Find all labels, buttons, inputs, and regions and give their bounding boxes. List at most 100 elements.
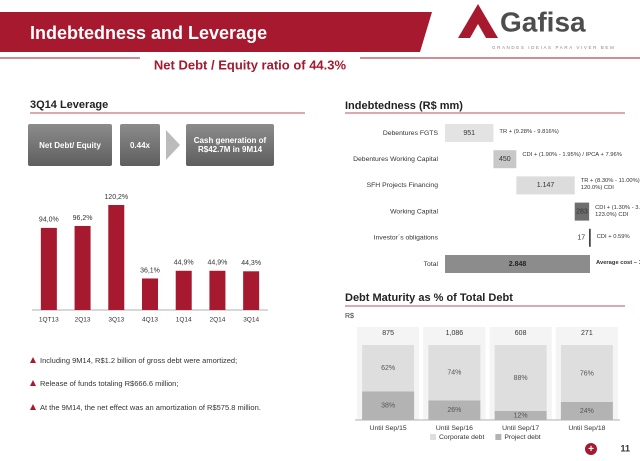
bar-segment	[362, 391, 415, 420]
annotation: CDI + 0.59%	[596, 233, 630, 240]
chart-title: Indebtedness (R$ mm)	[345, 100, 463, 112]
value-label: 26%	[447, 407, 461, 414]
row-label: Debentures FGTS	[383, 130, 439, 137]
legend-swatch	[495, 434, 502, 440]
value-label: 94,0%	[39, 217, 59, 224]
legend-label: Project debt	[504, 434, 540, 441]
bar	[108, 205, 125, 310]
bullet: Release of funds totaling R$666.6 millio…	[40, 379, 179, 388]
value-label: 38%	[381, 403, 395, 410]
bar-segment	[494, 345, 547, 411]
bar-segment	[560, 402, 613, 420]
title-band-edge	[420, 12, 432, 52]
annotation: Average cost – 11.4%	[596, 260, 640, 266]
annotation: CDI + (1.90% - 1.95%) / IPCA + 7.96%	[522, 152, 622, 159]
bullet: Including 9M14, R$1.2 billion of gross d…	[40, 356, 238, 365]
total-label: 875	[382, 330, 394, 337]
bar	[209, 270, 226, 310]
bullet-marker	[30, 404, 36, 410]
logo-mark	[458, 4, 498, 38]
bar	[493, 150, 517, 169]
bar	[40, 227, 57, 310]
row-label: Debentures Working Capital	[353, 156, 438, 163]
chart-title: Debt Maturity as % of Total Debt	[345, 292, 513, 304]
value-label: 120,2%	[104, 194, 128, 201]
value-label: 36,1%	[140, 267, 160, 274]
value-label: 44,9%	[207, 260, 227, 267]
nav-icon-plus[interactable]: +	[588, 444, 594, 455]
row-label: Investor´s obligations	[374, 235, 439, 242]
value-box: 0.44x	[120, 124, 160, 166]
bar	[445, 124, 494, 142]
bar-segment	[428, 345, 481, 401]
value-label: 12%	[514, 412, 528, 419]
bar	[74, 225, 91, 310]
legend-swatch	[430, 434, 436, 440]
x-tick-label: 3Q13	[108, 317, 124, 324]
bullet: At the 9M14, the net effect was an amort…	[40, 403, 261, 412]
value-label: 1.147	[537, 182, 555, 189]
x-tick-label: Until Sep/18	[568, 425, 605, 432]
bar	[175, 270, 192, 310]
x-tick-label: 2Q13	[75, 317, 91, 324]
row-label: Working Capital	[390, 208, 438, 215]
value-label: 2.848	[509, 261, 527, 268]
page-number: 11	[620, 443, 630, 453]
logo-text: Gafisa	[500, 6, 586, 37]
row-label: SFH Projects Financing	[367, 182, 439, 189]
value-label: 17	[577, 235, 585, 242]
value-label: 88%	[514, 375, 528, 382]
note-box: Cash generation of R$42.7M in 9M14	[186, 124, 274, 166]
annotation: CDI + (1.30% - 3.04%) / (117.9% - 123.0%…	[595, 204, 640, 218]
bar	[574, 202, 590, 221]
bar-segment	[362, 345, 415, 392]
value-label: 62%	[381, 365, 395, 372]
logo-tagline: GRANDES IDEIAS PARA VIVER BEM	[492, 45, 615, 50]
x-tick-label: Until Sep/15	[370, 425, 407, 432]
bullet-marker	[30, 380, 36, 386]
total-label: 271	[581, 330, 593, 337]
value-label: 450	[499, 156, 511, 163]
value-label: 24%	[580, 408, 594, 415]
value-label: 74%	[447, 370, 461, 377]
x-tick-label: 2Q14	[209, 317, 225, 324]
value-label: 96,2%	[73, 215, 93, 222]
subtitle: Net Debt / Equity ratio of 44.3%	[154, 57, 347, 72]
title-band	[0, 12, 420, 52]
y-axis-label: R$	[345, 313, 354, 320]
slide-title: Indebtedness and Leverage	[30, 23, 267, 43]
bar	[589, 228, 591, 247]
value-label: 951	[463, 130, 475, 137]
value-label: 44,9%	[174, 260, 194, 267]
annotation: TR + (9.28% - 9.816%)	[499, 129, 559, 135]
total-label: 1,086	[446, 330, 464, 337]
nav-icon[interactable]	[585, 443, 597, 455]
x-tick-label: 1QT13	[39, 317, 59, 324]
x-tick-label: 4Q13	[142, 317, 158, 324]
row-label: Total	[424, 261, 439, 268]
annotation: TR + (8.30% - 11.00%) / (117.0% - 120.0%…	[580, 178, 640, 192]
section-title: 3Q14 Leverage	[30, 99, 109, 111]
label-box: Net Debt/ Equity	[28, 124, 112, 166]
x-tick-label: Until Sep/16	[436, 425, 473, 432]
logo-mark-inner	[470, 24, 486, 38]
bar-segment	[428, 400, 481, 420]
bar	[142, 278, 158, 310]
value-label: 76%	[580, 370, 594, 377]
bar-segment	[560, 345, 613, 402]
x-tick-label: 1Q14	[176, 317, 192, 324]
bar	[445, 255, 590, 273]
value-label: 44,3%	[241, 260, 261, 267]
bar	[243, 271, 260, 310]
value-label: 283	[576, 208, 588, 215]
total-label: 608	[515, 330, 527, 337]
x-tick-label: 3Q14	[243, 317, 259, 324]
bullet-marker	[30, 357, 36, 363]
arrow	[166, 130, 180, 160]
x-tick-label: Until Sep/17	[502, 425, 539, 432]
legend-label: Corporate debt	[439, 434, 484, 441]
bar-segment	[494, 411, 547, 420]
bar	[516, 176, 575, 195]
